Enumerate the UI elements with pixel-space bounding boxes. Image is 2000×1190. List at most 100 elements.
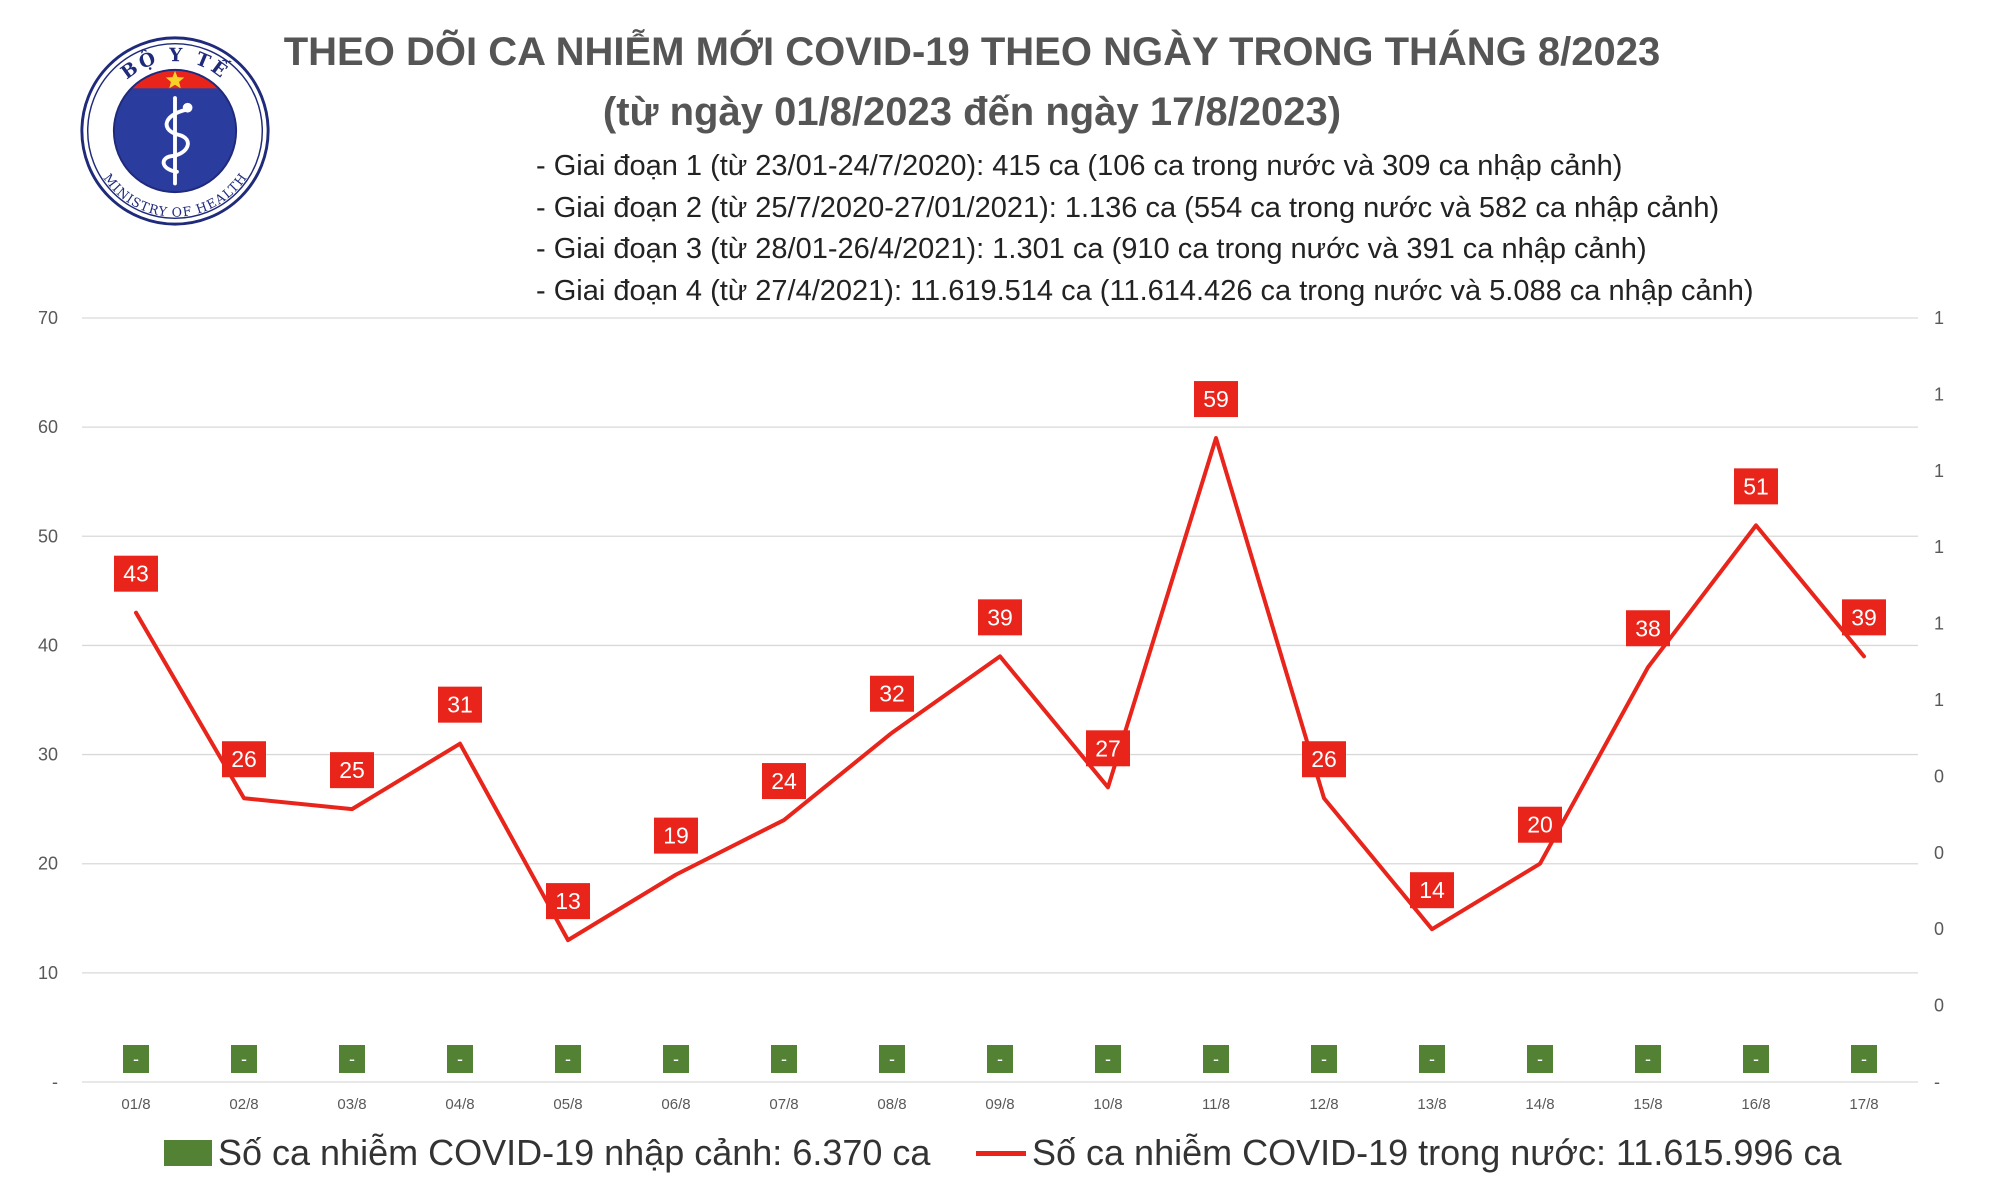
import-bar-label-box (1203, 1045, 1229, 1073)
domestic-data-label: 32 (879, 681, 905, 707)
domestic-data-label-box (330, 752, 374, 789)
domestic-data-label-box (438, 686, 482, 723)
domestic-data-label: 26 (1311, 746, 1337, 772)
domestic-series-line (134, 436, 1866, 943)
import-bar-label-box (123, 1045, 149, 1073)
import-data-label: - (1753, 1049, 1759, 1069)
domestic-data-label: 14 (1419, 877, 1445, 903)
stage-2-line: - Giai đoạn 2 (từ 25/7/2020-27/01/2021):… (536, 191, 1720, 224)
y-left-tick-label: 60 (38, 417, 58, 437)
import-bar-label-box (987, 1045, 1013, 1073)
y-right-tick-label: 1 (1934, 614, 1944, 634)
chart-title: THEO DÕI CA NHIỄM MỚI COVID-19 THEO NGÀY… (283, 30, 1661, 74)
domestic-data-label-box (1626, 610, 1670, 647)
x-tick-label: 13/8 (1417, 1096, 1446, 1113)
stage-4-line: - Giai đoạn 4 (từ 27/4/2021): 11.619.514… (536, 274, 1754, 307)
y-right-tick-label: - (1934, 1072, 1940, 1092)
import-bar-label-box (879, 1045, 905, 1073)
import-bar-label-box (1743, 1045, 1769, 1073)
star-icon (165, 70, 185, 89)
import-bar-label-box (1851, 1045, 1877, 1073)
domestic-data-label: 26 (231, 746, 257, 772)
x-tick-label: 17/8 (1849, 1096, 1878, 1113)
x-tick-label: 11/8 (1202, 1096, 1230, 1113)
domestic-data-label-box (114, 555, 158, 592)
import-bar-label-box (663, 1045, 689, 1073)
domestic-data-label: 39 (1851, 604, 1877, 630)
domestic-data-label: 24 (771, 768, 797, 794)
x-tick-label: 09/8 (985, 1096, 1014, 1113)
import-bar-label-box (771, 1045, 797, 1073)
import-data-label: - (1429, 1049, 1435, 1069)
x-tick-label: 08/8 (877, 1096, 906, 1113)
domestic-data-label-box (1410, 872, 1454, 909)
ministry-of-health-logo: BỘ Y TẾ MINISTRY OF HEALTH (80, 36, 270, 226)
domestic-data-label: 25 (339, 757, 365, 783)
x-tick-label: 16/8 (1741, 1096, 1770, 1113)
domestic-data-label: 27 (1095, 735, 1121, 761)
domestic-data-label-box (978, 599, 1022, 636)
y-left-tick-label: 50 (38, 526, 58, 546)
stage-1-line: - Giai đoạn 1 (từ 23/01-24/7/2020): 415 … (536, 150, 1623, 182)
import-data-label: - (241, 1049, 247, 1069)
domestic-data-label: 59 (1203, 386, 1229, 412)
y-right-tick-label: 0 (1934, 996, 1944, 1016)
import-data-label: - (457, 1049, 463, 1069)
y-right-tick-label: 1 (1934, 461, 1944, 481)
import-data-label: - (889, 1049, 895, 1069)
domestic-data-label-box (1194, 381, 1238, 418)
domestic-data-label-box (222, 741, 266, 778)
domestic-data-label: 51 (1743, 473, 1769, 499)
import-bar-label-box (1311, 1045, 1337, 1073)
y-left-tick-label: - (52, 1072, 58, 1092)
x-tick-label: 06/8 (661, 1096, 690, 1113)
caduceus-icon (161, 96, 193, 186)
stage-3-line: - Giai đoạn 3 (từ 28/01-26/4/2021): 1.30… (536, 233, 1647, 265)
import-data-label: - (1537, 1049, 1543, 1069)
import-bar-label-box (231, 1045, 257, 1073)
legend-label-domestic: Số ca nhiễm COVID-19 trong nước: 11.615.… (1032, 1132, 1842, 1173)
import-data-label: - (1861, 1049, 1867, 1069)
chart-subtitle: (từ ngày 01/8/2023 đến ngày 17/8/2023) (602, 90, 1342, 134)
import-data-label: - (1645, 1049, 1651, 1069)
y-right-tick-label: 0 (1934, 843, 1944, 863)
legend-label-import: Số ca nhiễm COVID-19 nhập cảnh: 6.370 ca (218, 1132, 931, 1173)
domestic-data-label: 13 (555, 888, 581, 914)
y-right-tick-label: 1 (1934, 690, 1944, 710)
domestic-data-label-box (1842, 599, 1886, 636)
x-tick-label: 14/8 (1525, 1096, 1554, 1113)
import-bar-label-box (339, 1045, 365, 1073)
domestic-data-label-box (1518, 806, 1562, 843)
x-tick-label: 03/8 (337, 1096, 366, 1113)
y-right-tick-label: 1 (1934, 308, 1944, 328)
domestic-data-label: 39 (987, 604, 1013, 630)
domestic-data-label-box (1302, 741, 1346, 778)
import-bar-label-box (1419, 1045, 1445, 1073)
legend-item-import: Số ca nhiễm COVID-19 nhập cảnh: 6.370 ca (164, 1132, 930, 1174)
import-data-label: - (349, 1049, 355, 1069)
y-right-tick-label: 0 (1934, 766, 1944, 786)
import-data-label: - (673, 1049, 679, 1069)
domestic-data-label-box (762, 763, 806, 800)
y-left-tick-label: 20 (38, 854, 58, 874)
import-data-label: - (1321, 1049, 1327, 1069)
y-right-tick-label: 1 (1934, 537, 1944, 557)
domestic-data-label: 19 (663, 823, 689, 849)
import-data-label: - (565, 1049, 571, 1069)
x-tick-label: 05/8 (553, 1096, 582, 1113)
domestic-data-label-box (546, 883, 590, 920)
domestic-data-label: 38 (1635, 615, 1661, 641)
y-right-tick-label: 1 (1934, 384, 1944, 404)
import-data-label: - (1213, 1049, 1219, 1069)
import-bar-label-box (1635, 1045, 1661, 1073)
import-data-label: - (133, 1049, 139, 1069)
y-left-tick-label: 70 (38, 308, 58, 328)
legend-swatch-domestic (976, 1150, 1026, 1156)
stage-summary: - Giai đoạn 1 (từ 23/01-24/7/2020): 415 … (536, 146, 1754, 312)
domestic-data-label: 20 (1527, 812, 1553, 838)
y-left-tick-label: 10 (38, 963, 58, 983)
y-left-tick-label: 30 (38, 745, 58, 765)
x-tick-label: 10/8 (1093, 1096, 1122, 1113)
domestic-data-label: 31 (447, 692, 473, 718)
